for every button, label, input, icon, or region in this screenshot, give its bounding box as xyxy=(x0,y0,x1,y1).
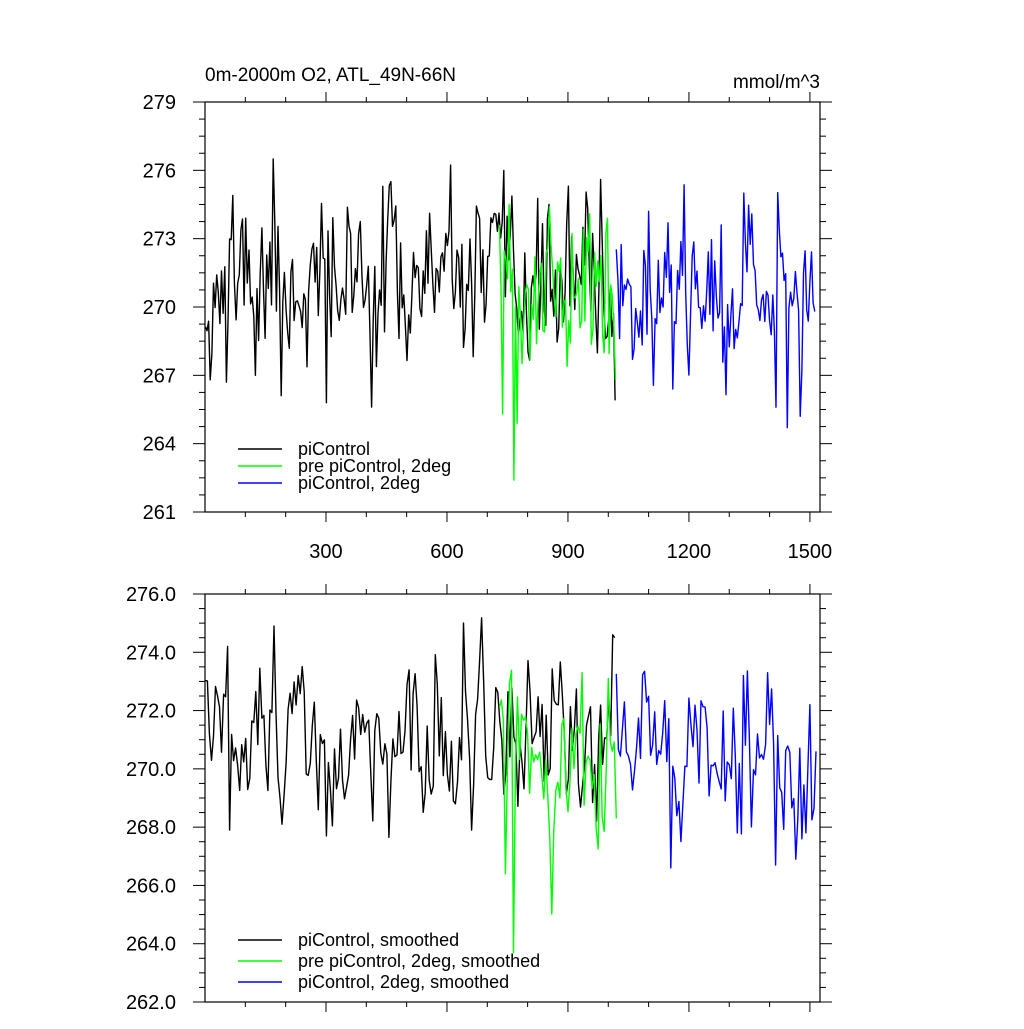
units-label: mmol/m^3 xyxy=(733,72,820,93)
y-tick-label: 279 xyxy=(143,92,176,114)
y-tick-label: 274.0 xyxy=(126,642,176,664)
panel-2: 262.0 264.0 266.0 268.0 270.0 272.0 274.0 276.0… xyxy=(126,584,832,1014)
y-tick-label: 262.0 xyxy=(126,992,176,1014)
series-line-2 xyxy=(498,669,617,954)
y-tick-label: 276 xyxy=(143,160,176,182)
series-line-1 xyxy=(204,158,616,408)
y-tick-label: 267 xyxy=(143,365,176,387)
y-tick-label: 268.0 xyxy=(126,817,176,839)
series-line-2 xyxy=(498,203,617,481)
x-tick-label: 1500 xyxy=(788,541,833,563)
legend-label-2: pre piControl, 2deg, smoothed xyxy=(298,951,540,971)
legend-label-1: piControl, smoothed xyxy=(298,930,459,950)
legend-label-2: pre piControl, 2deg xyxy=(298,456,451,476)
legend-label-3: piControl, 2deg xyxy=(298,473,420,493)
y-tick-label: 273 xyxy=(143,229,176,251)
y-tick-label: 261 xyxy=(143,502,176,524)
y-tick-label: 270.0 xyxy=(126,759,176,781)
series-line-1 xyxy=(205,617,616,838)
panel-1: 300 600 900 1200 1500 261 264 267 270 273 276 279 0m… xyxy=(143,65,833,563)
y-tick-label: 276.0 xyxy=(126,584,176,606)
x-tick-label: 600 xyxy=(430,541,463,563)
y-tick-label: 266.0 xyxy=(126,875,176,897)
y-tick-label: 272.0 xyxy=(126,701,176,723)
y-tick-label: 264.0 xyxy=(126,934,176,956)
y-tick-label: 270 xyxy=(143,297,176,319)
chart-title: 0m-2000m O2, ATL_49N-66N xyxy=(205,65,456,86)
series-line-3 xyxy=(615,184,816,429)
x-tick-label: 900 xyxy=(551,541,584,563)
legend-label-1: piControl xyxy=(298,439,370,459)
x-tick-label: 1200 xyxy=(667,541,712,563)
x-tick-label: 300 xyxy=(309,541,342,563)
series-line-3 xyxy=(615,670,817,869)
y-tick-label: 264 xyxy=(143,434,176,456)
legend-label-3: piControl, 2deg, smoothed xyxy=(298,972,509,992)
